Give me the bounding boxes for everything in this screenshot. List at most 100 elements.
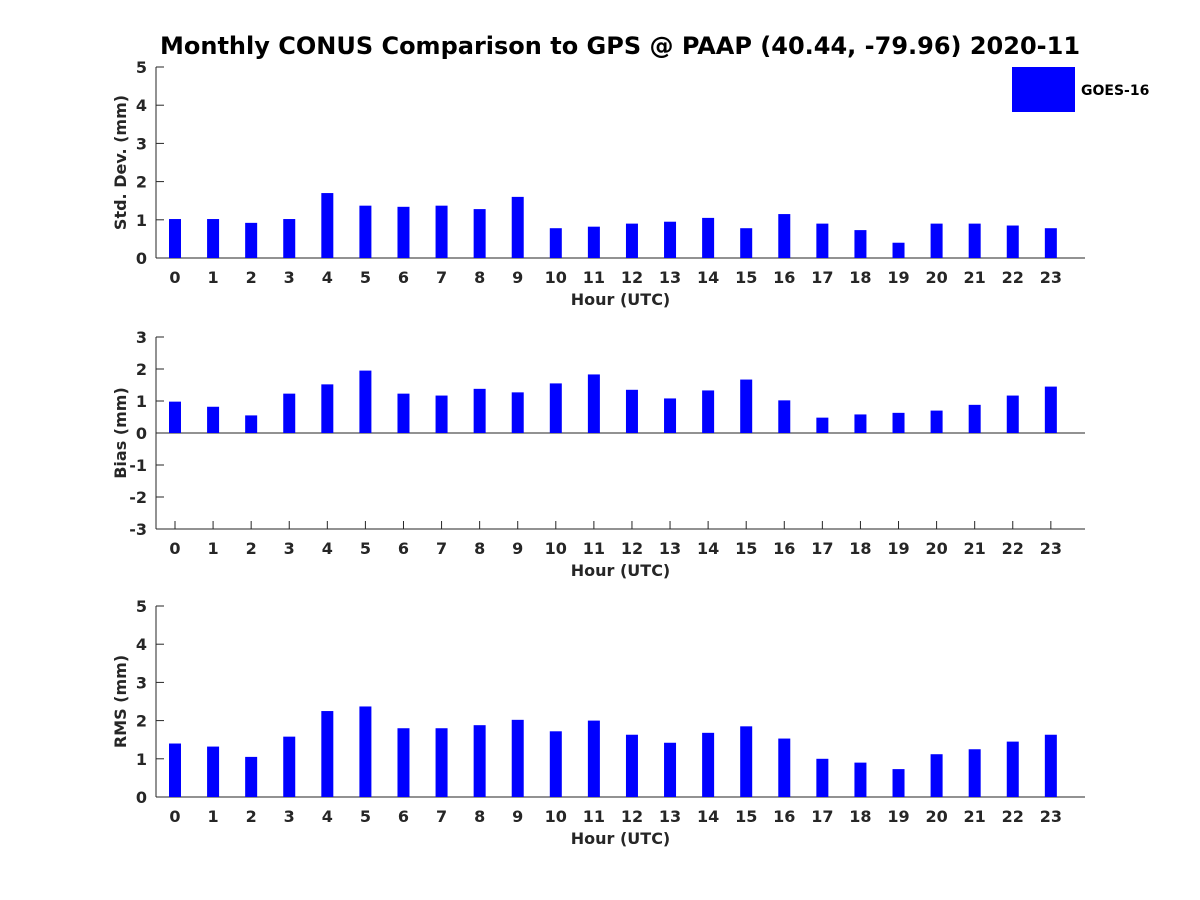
bias-x-tick-label: 18: [849, 539, 871, 558]
rms-x-tick-label: 22: [1002, 807, 1024, 826]
std-dev-bar: [1044, 228, 1057, 258]
bias-bar: [1006, 395, 1019, 433]
std-dev-bar: [283, 219, 296, 258]
std-dev-bar: [892, 242, 905, 258]
bias-bar: [854, 414, 867, 433]
std-dev-bar: [397, 206, 410, 258]
std-dev-bar: [702, 217, 715, 258]
bias-bar: [169, 401, 181, 433]
std-dev-bar: [778, 214, 791, 258]
bias-x-tick-label: 2: [246, 539, 257, 558]
bias-x-tick-label: 16: [773, 539, 795, 558]
bias-y-tick-label: 2: [136, 360, 147, 379]
bias-bar: [283, 393, 296, 433]
std-dev-bar: [854, 230, 867, 258]
std-dev-bar: [435, 205, 448, 258]
rms-x-tick-label: 12: [621, 807, 643, 826]
bias-x-tick-label: 20: [925, 539, 947, 558]
rms-x-tick-label: 20: [925, 807, 947, 826]
std-dev-x-tick-label: 16: [773, 268, 795, 287]
chart-title: Monthly CONUS Comparison to GPS @ PAAP (…: [160, 32, 1080, 60]
std-dev-y-tick-label: 0: [136, 249, 147, 268]
std-dev-x-tick-label: 2: [246, 268, 257, 287]
rms-bar: [816, 758, 829, 797]
std-dev-x-axis-label: Hour (UTC): [571, 290, 671, 309]
bias-y-tick-label: -3: [129, 520, 147, 539]
std-dev-y-tick-label: 4: [136, 96, 147, 115]
std-dev-x-tick-label: 20: [925, 268, 947, 287]
bias-y-tick-label: 3: [136, 328, 147, 347]
bias-bar: [321, 384, 334, 433]
bias-x-tick-label: 21: [964, 539, 986, 558]
bias-y-tick-label: 1: [136, 392, 147, 411]
rms-bar: [169, 743, 181, 797]
bias-x-tick-label: 9: [512, 539, 523, 558]
rms-y-tick-label: 5: [136, 597, 147, 616]
bias-y-tick-label: 0: [136, 424, 147, 443]
bias-x-tick-label: 4: [322, 539, 333, 558]
bias-x-tick-label: 1: [208, 539, 219, 558]
legend: GOES-16: [1012, 67, 1149, 112]
std-dev-x-tick-label: 9: [512, 268, 523, 287]
std-dev-bar: [511, 196, 524, 258]
std-dev-x-tick-label: 0: [169, 268, 180, 287]
std-dev-x-tick-label: 8: [474, 268, 485, 287]
rms-x-tick-label: 19: [887, 807, 909, 826]
rms-x-tick-label: 4: [322, 807, 333, 826]
bias-x-tick-label: 0: [169, 539, 180, 558]
rms-bar: [511, 719, 524, 797]
bias-y-axis-label: Bias (mm): [111, 387, 130, 479]
rms-bar: [740, 726, 753, 797]
bias-y-tick-label: -2: [129, 488, 147, 507]
bias-bar: [1044, 386, 1057, 433]
rms-x-tick-label: 8: [474, 807, 485, 826]
rms-x-tick-label: 21: [964, 807, 986, 826]
rms-x-tick-label: 11: [583, 807, 605, 826]
bias-x-tick-label: 22: [1002, 539, 1024, 558]
std-dev-bar: [740, 228, 753, 258]
rms-x-tick-label: 0: [169, 807, 180, 826]
rms-x-tick-label: 7: [436, 807, 447, 826]
std-dev-y-tick-label: 1: [136, 211, 147, 230]
rms-bar: [473, 725, 486, 797]
std-dev-x-tick-label: 3: [284, 268, 295, 287]
bias-bar: [359, 370, 372, 433]
rms-bar: [207, 746, 220, 797]
bias-x-tick-label: 10: [545, 539, 567, 558]
bias-bar: [740, 379, 753, 433]
std-dev-x-tick-label: 21: [964, 268, 986, 287]
rms-x-tick-label: 16: [773, 807, 795, 826]
bias-bar: [778, 400, 791, 433]
rms-bar: [930, 754, 943, 797]
rms-bar: [854, 762, 867, 797]
rms-x-tick-label: 13: [659, 807, 681, 826]
rms-bar: [702, 732, 715, 797]
rms-bar: [664, 742, 677, 797]
rms-bar: [1006, 741, 1019, 797]
bias-bar: [587, 374, 600, 433]
rms-x-tick-label: 9: [512, 807, 523, 826]
bias-x-tick-label: 3: [284, 539, 295, 558]
rms-x-tick-label: 2: [246, 807, 257, 826]
std-dev-x-tick-label: 18: [849, 268, 871, 287]
rms-bar: [778, 738, 791, 797]
std-dev-bar: [549, 228, 562, 258]
rms-y-axis-label: RMS (mm): [111, 655, 130, 748]
legend-label: GOES-16: [1081, 83, 1149, 99]
std-dev-y-tick-label: 2: [136, 173, 147, 192]
rms-bar: [625, 734, 638, 797]
std-dev-x-tick-label: 17: [811, 268, 833, 287]
rms-bar: [283, 736, 296, 797]
bias-bar: [702, 390, 715, 433]
rms-y-tick-label: 0: [136, 788, 147, 807]
rms-bar: [359, 706, 372, 797]
rms-bar: [587, 720, 600, 797]
std-dev-bar: [816, 223, 829, 258]
bias-x-tick-label: 23: [1040, 539, 1062, 558]
bias-x-tick-label: 5: [360, 539, 371, 558]
std-dev-x-tick-label: 7: [436, 268, 447, 287]
rms-bar: [1044, 734, 1057, 797]
bias-y-tick-label: -1: [129, 456, 147, 475]
rms-bar: [549, 731, 562, 797]
